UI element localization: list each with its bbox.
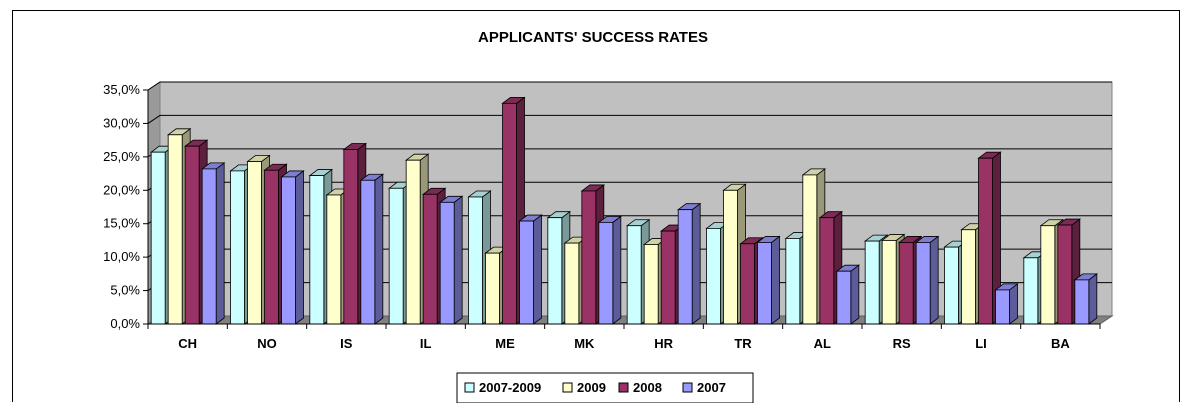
x-tick-label: MK xyxy=(574,336,595,351)
bar-ME-2007 xyxy=(518,214,543,325)
gridline xyxy=(147,114,1112,124)
x-tick-label: RS xyxy=(893,336,911,351)
bar-TR-2007 xyxy=(756,235,781,325)
legend: 2007-2009 2009 2008 2007 xyxy=(456,372,754,403)
legend-label: 2008 xyxy=(633,380,662,395)
chart-frame: APPLICANTS' SUCCESS RATES 0,0% 5,0% 10,0% 1… xyxy=(12,10,1180,403)
bar-LI-2008 xyxy=(977,151,1002,325)
bar-LI-2007 xyxy=(994,283,1019,325)
bar-MK-2007 xyxy=(597,215,623,325)
bar-IS-2007 xyxy=(359,173,385,325)
bar-CH-2007 xyxy=(200,162,226,325)
bar-RS-2007 xyxy=(914,235,940,325)
legend-swatch xyxy=(618,382,629,393)
y-tick-label: 15,0% xyxy=(103,216,140,231)
y-tick-label: 0,0% xyxy=(110,316,140,331)
legend-item-2008: 2008 xyxy=(618,380,662,395)
y-tick-label: 30,0% xyxy=(103,115,140,130)
legend-label: 2007 xyxy=(697,380,726,395)
legend-box xyxy=(456,372,754,403)
y-tick-label: 20,0% xyxy=(103,182,140,197)
x-tick-label: TR xyxy=(734,336,752,351)
x-tick-label: ME xyxy=(495,336,515,351)
bar-chart: APPLICANTS' SUCCESS RATES 0,0% 5,0% 10,0% 1… xyxy=(103,29,1114,403)
bar-BA-2007 xyxy=(1073,273,1099,325)
x-tick-label: HR xyxy=(654,336,673,351)
bar-NO-2007 xyxy=(280,170,305,325)
x-tick-label: AL xyxy=(814,336,831,351)
legend-label: 2007-2009 xyxy=(479,380,541,395)
x-tick-label: CH xyxy=(178,336,197,351)
bar-AL-2009 xyxy=(801,168,827,325)
x-tick-label: IL xyxy=(420,336,432,351)
chart-title: APPLICANTS' SUCCESS RATES xyxy=(478,29,708,46)
legend-swatch xyxy=(562,382,573,393)
legend-swatch xyxy=(464,382,475,393)
y-tick-label: 5,0% xyxy=(110,283,140,298)
bar-ME-2008 xyxy=(501,96,526,325)
gridline xyxy=(147,81,1112,91)
x-tick-label: BA xyxy=(1051,336,1070,351)
x-tick-label: NO xyxy=(257,336,277,351)
legend-item-2009: 2009 xyxy=(562,380,606,395)
y-tick-label: 10,0% xyxy=(103,249,140,264)
x-tick-label: IS xyxy=(340,336,353,351)
bars xyxy=(149,96,1099,325)
legend-item-2007-2009: 2007-2009 xyxy=(464,380,541,395)
bar-AL-2007 xyxy=(835,264,861,325)
x-tick-label: LI xyxy=(975,336,987,351)
legend-item-2007: 2007 xyxy=(682,380,726,395)
legend-label: 2009 xyxy=(577,380,606,395)
y-tick-label: 35,0% xyxy=(103,82,140,97)
bar-HR-2007 xyxy=(676,202,702,325)
bar-BA-2008 xyxy=(1056,218,1082,325)
bar-IL-2007 xyxy=(438,195,464,325)
y-tick-label: 25,0% xyxy=(103,149,140,164)
x-axis: CH NO IS IL ME MK HR TR AL RS LI BA xyxy=(147,323,1101,351)
y-axis: 0,0% 5,0% 10,0% 15,0% 20,0% 25,0% 30,0% 35,0% xyxy=(103,82,149,331)
legend-swatch xyxy=(682,382,693,393)
